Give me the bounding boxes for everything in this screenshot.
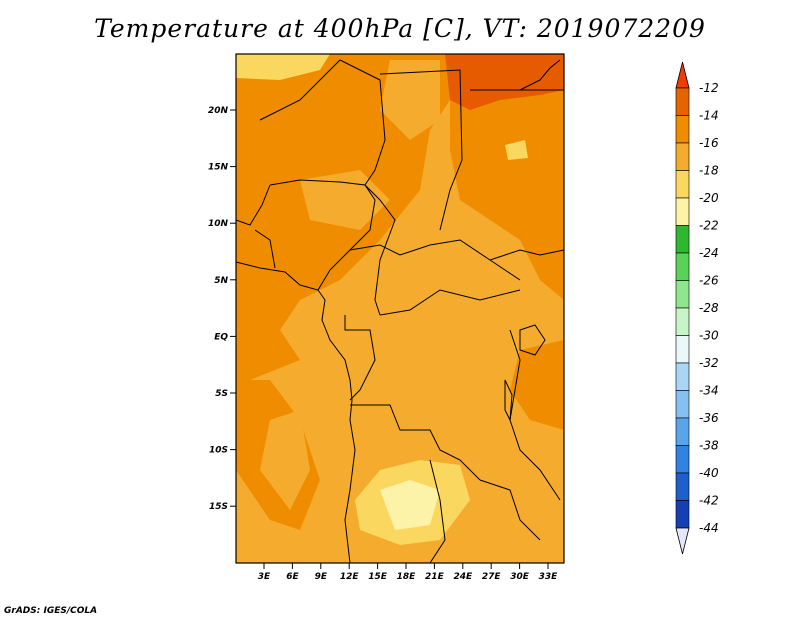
lon-tick-label: 18E (397, 572, 417, 582)
lat-tick-label: 5S (215, 389, 228, 399)
colorbar-label: -30 (699, 329, 719, 343)
latitude-ticks: 20N 15N 10N 5N EQ 5S 10S 15S (208, 106, 236, 512)
colorbar-box (675, 87, 690, 116)
map-title: Temperature at 400hPa [C], VT: 201907220… (94, 14, 706, 43)
colorbar-box (675, 142, 690, 171)
lat-tick-label: 20N (208, 106, 229, 116)
border-ghana (254, 229, 276, 269)
border-drc-west (344, 315, 376, 401)
colorbar-label: -26 (699, 274, 719, 288)
shade-sahel-patch (300, 170, 390, 230)
colorbar-label: -14 (699, 109, 719, 123)
colorbar-label: -38 (699, 439, 719, 453)
map-frame (235, 53, 565, 564)
shade-level-16 (260, 60, 440, 510)
colorbar-box (675, 335, 690, 364)
shade-level-20 (380, 480, 440, 530)
shade-northeast (450, 54, 564, 300)
lon-tick-label: 9E (315, 572, 328, 582)
shade-libya-egypt (445, 54, 564, 110)
colorbar-box (675, 170, 690, 199)
colorbar-top-arrow (675, 61, 690, 89)
lat-tick-label: 10S (209, 446, 228, 456)
lat-tick-label: 10N (208, 219, 229, 229)
lon-tick-label: 6E (286, 572, 299, 582)
lake-tanganyika (504, 379, 513, 422)
lat-tick-label: 5N (214, 276, 228, 286)
colorbar-box (675, 197, 690, 226)
shade-ne-patch (505, 140, 528, 160)
border-west-small (236, 184, 271, 226)
colorbar-label: -12 (699, 81, 719, 95)
colorbar-box (675, 472, 690, 501)
shade-east-lakes (510, 340, 564, 430)
lon-tick-label: 33E (539, 572, 559, 582)
shade-north-strip (236, 54, 330, 80)
colorbar-label: -34 (699, 384, 719, 398)
border-east (489, 249, 564, 261)
country-borders (236, 59, 564, 563)
colorbar-box (675, 307, 690, 336)
colorbar-box (675, 362, 690, 391)
colorbar-box (675, 390, 690, 419)
lon-tick-label: 21E (425, 572, 445, 582)
shade-level-12 (445, 54, 564, 110)
colorbar-label: -32 (699, 356, 719, 370)
colorbar-label: -24 (699, 246, 719, 260)
lon-tick-label: 15E (368, 572, 388, 582)
border-mali-niger (259, 59, 341, 121)
colorbar-box (675, 252, 690, 281)
colorbar-label: -16 (699, 136, 719, 150)
temperature-map (236, 54, 564, 563)
border-angola-zambia (429, 459, 446, 563)
colorbar-bottom-arrow (675, 527, 690, 555)
shade-south-atlantic (260, 410, 310, 510)
colorbar-box (675, 417, 690, 446)
border-drc-south (350, 404, 481, 481)
colorbar-label: -44 (699, 521, 719, 535)
border-cameroon (364, 184, 396, 316)
border-drc-north (379, 289, 521, 316)
colorbar-box (675, 445, 690, 474)
colorbar-label: -36 (699, 411, 719, 425)
colorbar-label: -18 (699, 164, 719, 178)
lon-tick-label: 12E (340, 572, 360, 582)
lon-tick-label: 27E (482, 572, 502, 582)
border-nigeria (269, 179, 376, 291)
border-south-lower (479, 479, 541, 541)
colorbar-box (675, 280, 690, 309)
longitude-ticks: 3E 6E 9E 12E 15E 18E 21E 24E 27E 30E 33E (258, 563, 558, 582)
shade-pale-south (380, 480, 440, 530)
colorbar-label: -20 (699, 191, 719, 205)
colorbar-label: -22 (699, 219, 719, 233)
lon-tick-label: 24E (453, 572, 473, 582)
lat-tick-label: 15N (208, 163, 229, 173)
border-niger-chad (339, 59, 386, 186)
coastline-west (236, 261, 356, 563)
lat-tick-label: 15S (209, 502, 228, 512)
border-chad-sudan (379, 69, 463, 231)
lon-tick-label: 30E (510, 572, 530, 582)
colorbar: -12 -14 -16 -18 -20 -22 -24 -26 -28 -30 -32 -34 -36 -… (675, 61, 719, 555)
colorbar-label: -28 (699, 301, 719, 315)
colorbar-box (675, 115, 690, 144)
red-sea-coast (519, 59, 561, 91)
colorbar-box (675, 225, 690, 254)
colorbar-box (675, 500, 690, 529)
colorbar-label: -40 (699, 466, 719, 480)
lake-victoria (519, 324, 546, 356)
lat-tick-label: EQ (214, 332, 228, 342)
lon-tick-label: 3E (258, 572, 271, 582)
colorbar-label: -42 (699, 494, 719, 508)
credit-text: GrADS: IGES/COLA (4, 606, 97, 616)
shade-central-patch (380, 60, 440, 140)
